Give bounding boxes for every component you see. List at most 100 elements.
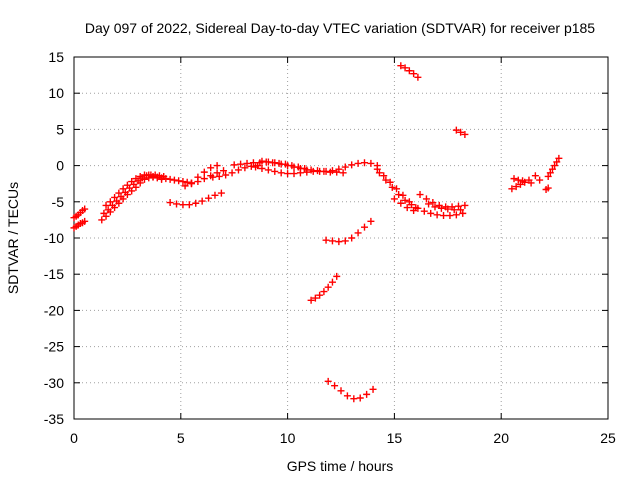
data-point <box>348 161 356 169</box>
data-point <box>459 209 467 217</box>
data-point <box>290 163 298 171</box>
data-point <box>311 294 319 302</box>
data-point <box>123 181 131 189</box>
data-point <box>249 159 257 167</box>
data-point <box>510 175 518 183</box>
data-point <box>324 377 332 385</box>
y-axis-label: SDTVAR / TECUs <box>5 182 21 294</box>
data-point <box>241 164 249 172</box>
series-arc-18 <box>322 217 375 246</box>
data-point <box>247 162 255 170</box>
data-point <box>198 197 206 205</box>
plot-frame <box>73 56 609 420</box>
data-point <box>553 158 561 166</box>
data-point <box>271 167 279 175</box>
series-arc-12 <box>258 157 311 174</box>
series-arc-2 <box>70 217 89 232</box>
data-point <box>328 237 336 245</box>
data-point <box>551 162 559 170</box>
data-point <box>316 291 324 299</box>
data-point <box>382 176 390 184</box>
series-arc-19 <box>307 272 341 304</box>
data-point <box>132 175 140 183</box>
data-point <box>200 168 208 176</box>
grid-lines <box>74 57 608 419</box>
data-point <box>548 165 556 173</box>
data-point <box>333 272 341 280</box>
series-arc-20 <box>324 377 377 403</box>
series-arc-21 <box>397 62 422 81</box>
data-point <box>354 229 362 237</box>
data-point <box>104 206 112 214</box>
series-arc-22 <box>452 126 469 138</box>
data-point <box>360 223 368 231</box>
data-point <box>173 200 181 208</box>
data-point <box>536 176 544 184</box>
y-tick-label: -10 <box>44 230 64 246</box>
data-point <box>425 200 433 208</box>
data-point <box>331 382 339 390</box>
data-point <box>237 160 245 168</box>
data-point <box>220 167 228 175</box>
series-arc-8 <box>187 162 221 187</box>
data-point <box>360 159 368 167</box>
data-point <box>337 387 345 395</box>
data-point <box>341 237 349 245</box>
data-point <box>175 177 183 185</box>
data-point <box>519 177 527 185</box>
data-point <box>363 390 371 398</box>
series-arc-1 <box>70 205 89 222</box>
data-point <box>277 160 285 168</box>
data-point <box>410 70 418 78</box>
y-tick-label: -35 <box>44 411 64 427</box>
data-point <box>111 193 119 201</box>
y-tick-label: 10 <box>48 85 64 101</box>
chart-title: Day 097 of 2022, Sidereal Day-to-day VTE… <box>85 20 595 36</box>
data-point <box>367 159 375 167</box>
x-tick-label: 15 <box>387 430 403 446</box>
data-point <box>187 179 195 187</box>
data-point <box>113 197 121 205</box>
data-point <box>544 184 552 192</box>
data-point <box>514 176 522 184</box>
data-point <box>440 212 448 220</box>
data-point <box>207 164 215 172</box>
data-point <box>343 392 351 400</box>
data-point <box>397 62 405 70</box>
data-point <box>230 161 238 169</box>
y-tick-label: 5 <box>56 121 64 137</box>
series-arc-17 <box>425 200 465 214</box>
data-point <box>200 175 208 183</box>
data-point <box>194 173 202 181</box>
data-point <box>117 193 125 201</box>
data-point <box>461 201 469 209</box>
data-point <box>290 170 298 178</box>
data-point <box>546 169 554 177</box>
y-tick-label: -30 <box>44 375 64 391</box>
y-tick-label: -20 <box>44 302 64 318</box>
data-point <box>437 204 445 212</box>
data-point <box>433 211 441 219</box>
series-arc-5 <box>102 171 166 209</box>
data-point <box>320 288 328 296</box>
data-point <box>296 164 304 172</box>
data-point <box>271 159 279 167</box>
data-point <box>303 166 311 174</box>
data-point <box>102 201 110 209</box>
data-point <box>375 169 383 177</box>
data-point <box>136 172 144 180</box>
data-point <box>228 169 236 177</box>
data-point <box>234 166 242 174</box>
data-point <box>185 201 193 209</box>
data-point <box>444 205 452 213</box>
x-axis-label: GPS time / hours <box>287 458 394 474</box>
data-point <box>322 236 330 244</box>
data-point <box>183 178 191 186</box>
data-point <box>410 206 418 214</box>
data-point <box>457 128 465 136</box>
data-point <box>454 202 462 210</box>
data-point <box>401 196 409 204</box>
series-arc-23 <box>508 176 533 193</box>
data-point <box>211 191 219 199</box>
data-point <box>508 185 516 193</box>
